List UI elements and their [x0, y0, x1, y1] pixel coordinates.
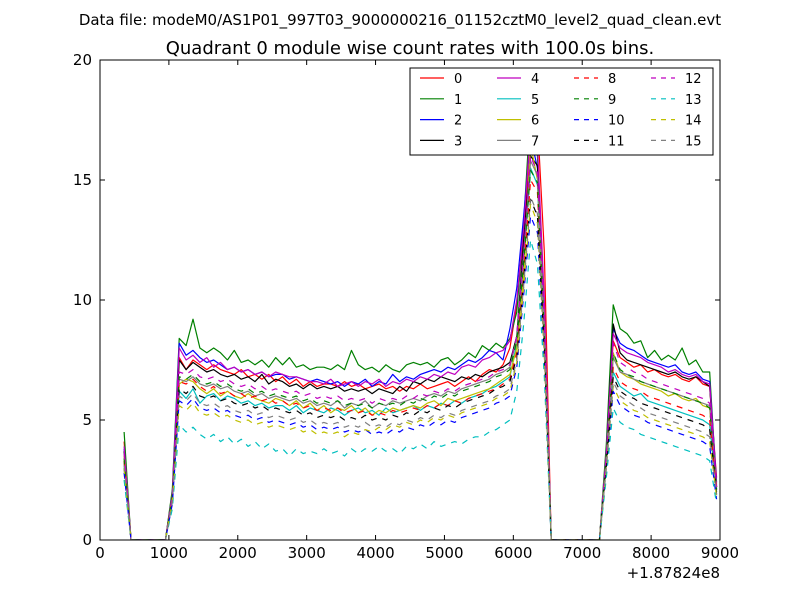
series-line-7: [123, 160, 718, 540]
legend-label-14: 14: [685, 114, 702, 129]
series-line-8: [123, 179, 718, 540]
series-line-4: [123, 126, 718, 540]
y-tick-label: 5: [82, 411, 92, 429]
legend-label-7: 7: [531, 134, 539, 149]
legend-label-10: 10: [608, 114, 625, 129]
x-tick-label: 8000: [632, 544, 670, 562]
legend-label-13: 13: [685, 93, 702, 108]
x-offset-label: +1.87824e8: [627, 564, 720, 582]
series-line-11: [123, 198, 718, 540]
legend-label-6: 6: [531, 114, 539, 129]
x-tick-label: 6000: [494, 544, 532, 562]
legend-label-0: 0: [454, 72, 462, 87]
legend-label-5: 5: [531, 93, 539, 108]
x-tick-label: 5000: [425, 544, 463, 562]
legend-label-8: 8: [608, 72, 616, 87]
series-layer: [123, 107, 718, 540]
x-tick-label: 4000: [356, 544, 394, 562]
legend-label-9: 9: [608, 93, 616, 108]
legend-label-4: 4: [531, 72, 539, 87]
x-tick-label: 7000: [563, 544, 601, 562]
series-line-14: [123, 203, 718, 540]
series-line-10: [123, 215, 718, 540]
series-line-6: [123, 143, 718, 540]
legend-label-2: 2: [454, 114, 462, 129]
legend-label-12: 12: [685, 72, 702, 87]
y-tick-label: 15: [73, 171, 92, 189]
y-tick-label: 10: [73, 291, 92, 309]
suptitle: Data file: modeM0/AS1P01_997T03_90000002…: [79, 11, 721, 30]
x-tick-label: 2000: [219, 544, 257, 562]
plot-frame: [99, 59, 721, 541]
x-tick-label: 9000: [701, 544, 739, 562]
series-line-1: [123, 107, 718, 540]
legend-label-1: 1: [454, 93, 462, 108]
series-line-12: [123, 155, 718, 540]
legend-label-11: 11: [608, 134, 625, 149]
y-tick-label: 20: [73, 51, 92, 69]
series-line-2: [123, 136, 718, 540]
ticks-layer: 0 1000 2000 3000 4000 5000 6000 7000 8000 9000 0 5 1…: [73, 51, 739, 562]
chart-title: Quadrant 0 module wise count rates with …: [166, 38, 655, 59]
series-line-5: [123, 167, 718, 540]
series-line-13: [123, 239, 718, 540]
series-line-15: [123, 196, 718, 540]
y-tick-label: 0: [82, 531, 92, 549]
x-tick-label: 0: [95, 544, 105, 562]
legend-label-3: 3: [454, 134, 462, 149]
legend-label-15: 15: [685, 134, 702, 149]
x-tick-label: 1000: [150, 544, 188, 562]
x-tick-label: 3000: [288, 544, 326, 562]
